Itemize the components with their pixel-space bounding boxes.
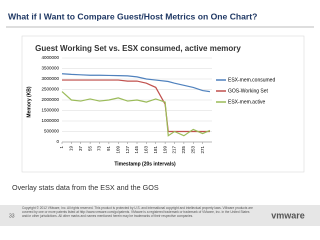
y-tick-label: 2000000 xyxy=(41,97,59,102)
x-tick-label: 217 xyxy=(172,146,177,154)
x-tick-label: 127 xyxy=(125,146,130,154)
x-axis-label: Timestamp (20s intervals) xyxy=(114,161,176,167)
legend-label: ESX-mem.consumed xyxy=(228,77,275,83)
chart-title-text: Guest Working Set vs. ESX consumed, acti… xyxy=(35,44,241,53)
legend-label: ESX-mem.active xyxy=(228,99,265,105)
slide-title: What if I Want to Compare Guest/Host Met… xyxy=(8,11,257,21)
x-tick-label: 235 xyxy=(181,146,186,154)
y-tick-label: 3000000 xyxy=(41,76,59,81)
y-tick-label: 4000000 xyxy=(41,55,59,60)
footer-bar xyxy=(0,205,320,226)
x-tick-label: 253 xyxy=(190,146,195,154)
y-tick-label: 2500000 xyxy=(41,87,59,92)
y-tick-label: 1000000 xyxy=(41,118,59,123)
x-tick-label: 73 xyxy=(97,146,102,152)
y-tick-label: 500000 xyxy=(44,129,60,134)
x-tick-label: 91 xyxy=(106,146,111,152)
x-tick-label: 19 xyxy=(69,146,74,152)
footer-text: Copyright © 2012 VMware, Inc. All rights… xyxy=(22,206,253,218)
x-tick-label: 1 xyxy=(59,146,64,149)
logo: vmware xyxy=(271,210,305,220)
footer-box: Copyright © 2012 VMware, Inc. All rights… xyxy=(22,206,253,218)
x-tick-label: 199 xyxy=(162,146,167,154)
series-line xyxy=(62,79,210,133)
series-line xyxy=(61,91,211,137)
x-tick-label: 37 xyxy=(78,146,83,152)
series-line xyxy=(61,73,211,93)
y-tick-label: 0 xyxy=(56,139,59,144)
x-tick-label: 163 xyxy=(144,146,149,154)
chart-title: Guest Working Set vs. ESX consumed, acti… xyxy=(35,44,241,53)
chart-frame xyxy=(21,35,305,173)
page-number: 33 xyxy=(9,213,15,219)
y-axis-label: Memory (KB) xyxy=(26,86,32,117)
y-tick-label: 1500000 xyxy=(41,108,59,113)
slide: What if I Want to Compare Guest/Host Met… xyxy=(0,11,320,226)
x-tick-label: 145 xyxy=(134,146,139,154)
y-tick-label: 3500000 xyxy=(41,66,59,71)
caption: Overlay stats data from the ESX and the … xyxy=(12,183,159,192)
page: What if I Want to Compare Guest/Host Met… xyxy=(0,11,320,226)
x-tick-label: 271 xyxy=(200,146,205,154)
x-tick-label: 181 xyxy=(153,146,158,154)
x-tick-label: 109 xyxy=(115,146,120,154)
legend-label: GOS-Working Set xyxy=(228,88,269,94)
x-tick-label: 55 xyxy=(87,146,92,152)
